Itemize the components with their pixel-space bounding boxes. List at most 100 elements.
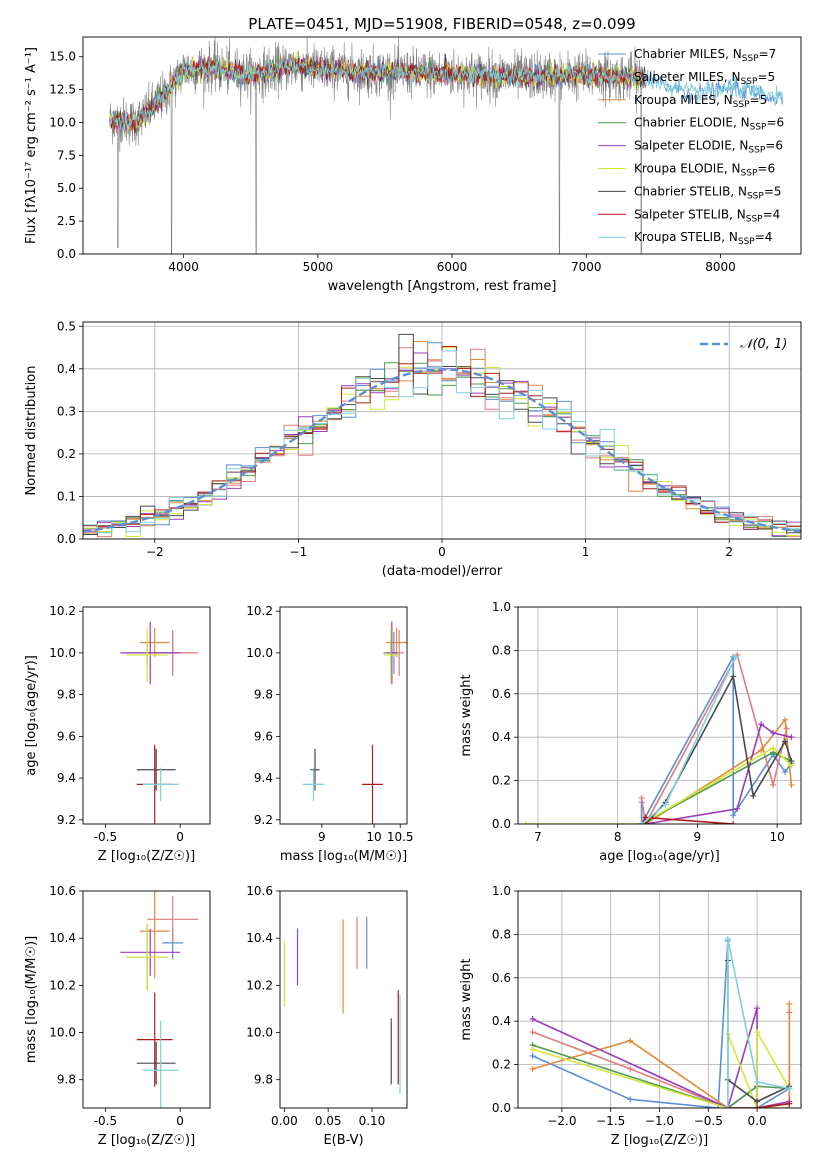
y-tick-label: 9.4 xyxy=(57,771,76,785)
weight-marker xyxy=(730,821,737,824)
x-axis-label: Z [log₁₀(Z/Z☉)] xyxy=(611,1133,708,1148)
weight-marker xyxy=(782,738,789,745)
y-tick-label: 0.0 xyxy=(57,247,76,261)
y-tick-label: 10.0 xyxy=(49,1026,76,1040)
weight-marker xyxy=(754,1105,761,1108)
x-tick-label: 5000 xyxy=(303,260,334,274)
weight-series-line xyxy=(727,938,790,1108)
y-tick-label: 10.0 xyxy=(49,115,76,129)
y-tick-label: 10.2 xyxy=(246,604,273,618)
panel-spectrum: 4000 5000 6000 7000 8000 0.0 2.5 5.0 7.5 10.0 12.5… xyxy=(24,36,802,294)
legend-entry-main: Kroupa ELODIE, N xyxy=(634,162,741,176)
x-tick-label: 8 xyxy=(614,830,622,844)
legend-entry: 𝒩(0, 1) xyxy=(740,337,787,352)
plot-area-weight_vs_z xyxy=(529,935,793,1108)
weight-marker xyxy=(642,821,649,824)
y-tick-label: 0.0 xyxy=(492,817,511,831)
axes-frame xyxy=(517,606,802,825)
weight-series-line xyxy=(644,673,793,824)
data-point xyxy=(386,621,398,685)
y-axis-label: age [log₁₀(age/yr)] xyxy=(24,655,39,776)
panel-weight_vs_age: 7 8 9 10 0.0 0.2 0.4 0.6 0.8 1.0 age [log₁₀(age/yr… xyxy=(459,600,802,864)
legend-entry: Salpeter STELIB, NSSP=4 xyxy=(634,207,780,224)
y-tick-label: 10.6 xyxy=(49,884,76,898)
legend-entry-tail: =7 xyxy=(759,47,777,61)
weight-series-line xyxy=(727,1102,790,1108)
x-tick-label: −2 xyxy=(146,545,164,559)
weight-marker xyxy=(642,814,649,821)
axes-frame xyxy=(279,606,408,825)
weight-marker xyxy=(754,1078,761,1085)
legend-entry-tail: =6 xyxy=(766,116,784,130)
y-tick-label: 5.0 xyxy=(57,181,76,195)
x-tick-label: 1 xyxy=(582,545,590,559)
data-point xyxy=(126,627,169,683)
y-tick-label: 9.2 xyxy=(57,813,76,827)
legend-entry-main: Kroupa MILES, N xyxy=(634,93,733,107)
legend-entry-sub: SSP xyxy=(741,77,758,87)
weight-marker xyxy=(788,781,795,788)
x-tick-label: 2 xyxy=(725,545,733,559)
legend-entry-tail: =5 xyxy=(764,184,782,198)
plot-area-weight_vs_age xyxy=(522,651,795,824)
x-axis-label: age [log₁₀(age/yr)] xyxy=(599,849,720,864)
data-point xyxy=(142,767,179,802)
weight-marker xyxy=(627,1037,634,1044)
weight-marker xyxy=(724,935,731,942)
y-tick-label: 10.4 xyxy=(246,931,273,945)
weight-marker xyxy=(529,1052,536,1059)
y-tick-label: 0.4 xyxy=(492,730,511,744)
y-tick-label: 2.5 xyxy=(57,214,76,228)
panel-residuals: −2 −1 0 1 2 0.0 0.1 0.2 0.3 0.4 0.5 (data-model)/er… xyxy=(24,319,802,579)
x-tick-label: 10 xyxy=(769,830,784,844)
legend-entry: Kroupa ELODIE, NSSP=6 xyxy=(634,162,775,179)
weight-marker xyxy=(730,812,737,819)
data-point xyxy=(126,924,169,991)
legend-entry: Salpeter ELODIE, NSSP=6 xyxy=(634,139,783,156)
y-axis-label: mass [log₁₀(M/M☉)] xyxy=(24,936,39,1063)
x-axis-label: mass [log₁₀(M/M☉)] xyxy=(280,849,407,864)
panel-age_vs_mass: 9 10 10.5 9.2 9.4 9.6 9.8 10.0 10.2 mass [log₁₀(M… xyxy=(246,604,413,864)
x-tick-label: 6000 xyxy=(437,260,468,274)
weight-marker xyxy=(786,1000,793,1007)
legend-entry-main: Chabrier MILES, N xyxy=(634,47,742,61)
x-tick-label: 0.05 xyxy=(315,1114,342,1128)
normal-reference-curve xyxy=(83,368,801,533)
y-tick-label: 0.2 xyxy=(492,774,511,788)
data-point xyxy=(136,1041,176,1085)
y-tick-label: 10.2 xyxy=(49,604,76,618)
y-tick-label: 12.5 xyxy=(49,83,76,97)
y-tick-label: 0.6 xyxy=(492,687,511,701)
weight-marker xyxy=(529,1046,536,1053)
x-tick-label: 9 xyxy=(318,830,326,844)
figure-title: PLATE=0451, MJD=51908, FIBERID=0548, z=0… xyxy=(248,15,635,33)
legend-entry-sub: SSP xyxy=(742,54,759,64)
data-point xyxy=(302,767,325,802)
data-point xyxy=(120,928,181,976)
legend-entry-sub: SSP xyxy=(746,214,763,224)
x-tick-label: 0.00 xyxy=(271,1114,298,1128)
y-tick-label: 0.2 xyxy=(57,447,76,461)
y-tick-label: 15.0 xyxy=(49,50,76,64)
weight-marker xyxy=(529,1065,536,1072)
weight-marker xyxy=(786,1085,793,1092)
panel-weight_vs_z: −2.0 −1.5 −1.0 −0.5 0.0 0.0 0.2 0.4 0.6 0.8 1.0 Z [… xyxy=(459,884,802,1148)
y-tick-label: 9.8 xyxy=(57,1073,76,1087)
y-tick-label: 10.0 xyxy=(246,1026,273,1040)
weight-series-line xyxy=(532,940,790,1108)
legend-entry: Chabrier MILES, NSSP=7 xyxy=(634,47,776,64)
legend-entry-main: Kroupa STELIB, N xyxy=(634,230,738,244)
weight-marker xyxy=(758,721,765,728)
x-tick-label: 9 xyxy=(694,830,702,844)
y-tick-label: 0.8 xyxy=(492,927,511,941)
x-tick-label: 10.5 xyxy=(387,830,414,844)
axes-frame xyxy=(82,606,211,825)
plot-area-mass_vs_ebv xyxy=(283,916,401,1094)
weight-marker xyxy=(730,673,737,680)
y-tick-label: 0.0 xyxy=(492,1101,511,1115)
legend-entry-sub: SSP xyxy=(738,237,755,247)
x-axis-label: Z [log₁₀(Z/Z☉)] xyxy=(98,849,195,864)
data-point xyxy=(139,627,170,658)
y-tick-label: 10.6 xyxy=(246,884,273,898)
weight-marker xyxy=(715,1105,722,1108)
